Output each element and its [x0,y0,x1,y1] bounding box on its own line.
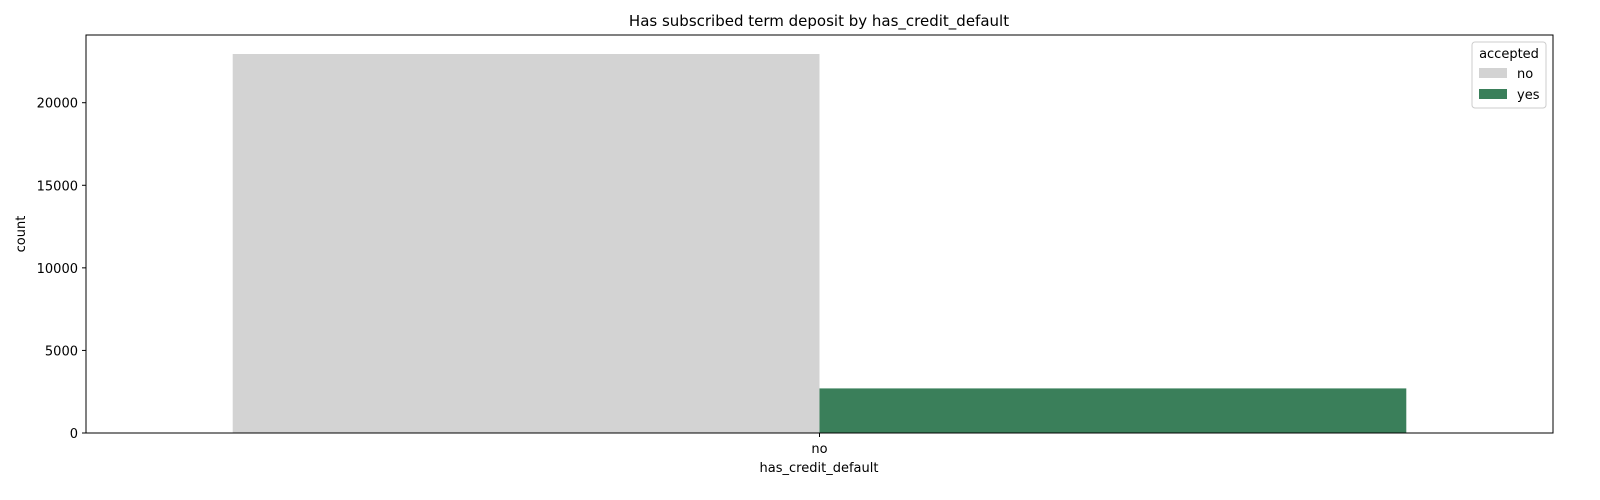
y-tick-label: 15000 [37,179,78,194]
y-axis: 0 5000 10000 15000 20000 [37,97,86,442]
plot-area [232,53,1407,434]
x-axis-label: has_credit_default [760,461,879,476]
legend-label-yes: yes [1517,88,1540,103]
bar-no-no [232,53,820,434]
bar-no-yes [819,388,1407,433]
y-tick-label: 0 [70,427,78,442]
chart-title: Has subscribed term deposit by has_credi… [629,12,1009,31]
x-tick-label: no [811,442,827,457]
legend-swatch-yes [1479,89,1507,99]
legend-swatch-no [1479,68,1507,78]
legend: accepted no yes [1471,41,1547,109]
y-axis-label: count [14,216,29,253]
x-axis: no [811,433,828,457]
y-tick-label: 20000 [37,97,78,112]
legend-title: accepted [1479,47,1539,62]
y-tick-label: 10000 [37,262,78,277]
legend-label-no: no [1517,67,1533,82]
y-tick-label: 5000 [45,344,78,359]
